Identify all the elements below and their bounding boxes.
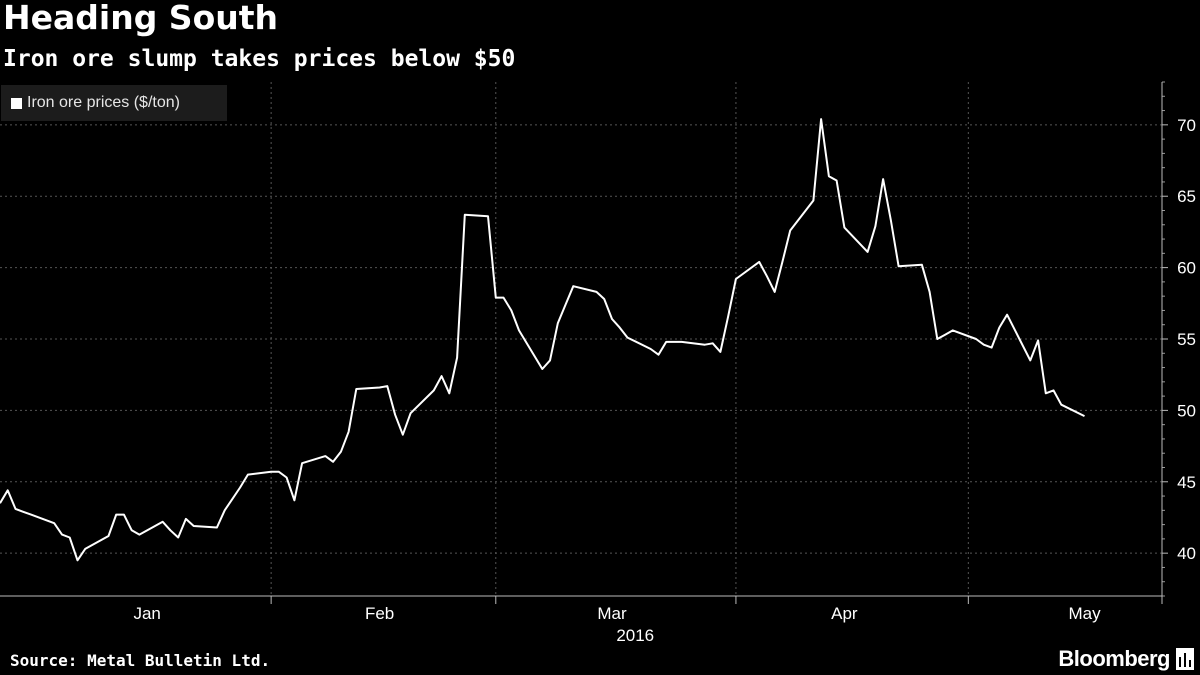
y-tick-label: 40	[1177, 544, 1196, 563]
bloomberg-icon	[1176, 648, 1194, 670]
y-tick-label: 45	[1177, 473, 1196, 492]
x-tick-label: May	[1068, 604, 1101, 623]
legend: Iron ore prices ($/ton)	[1, 85, 227, 121]
chart-subtitle: Iron ore slump takes prices below $50	[3, 46, 516, 72]
x-tick-label: Apr	[831, 604, 858, 623]
legend-swatch	[11, 97, 22, 109]
x-tick-label: Feb	[365, 604, 394, 623]
x-tick-label: Mar	[597, 604, 627, 623]
brand-logo: Bloomberg	[1058, 646, 1170, 671]
legend-label: Iron ore prices ($/ton)	[27, 94, 180, 111]
y-tick-label: 65	[1177, 187, 1196, 206]
chart-title: Heading South	[3, 0, 279, 37]
tick-labels: 40 45 50 55 60 65 70 Jan Feb Mar Apr May 2016	[133, 116, 1196, 645]
grid-lines	[0, 82, 1162, 596]
axes	[0, 81, 1168, 604]
y-tick-label: 60	[1177, 259, 1196, 278]
y-tick-label: 55	[1177, 330, 1196, 349]
y-tick-label: 50	[1177, 401, 1196, 420]
x-tick-label: Jan	[133, 604, 160, 623]
x-axis-label: 2016	[616, 626, 654, 645]
source-note: Source: Metal Bulletin Ltd.	[10, 651, 271, 670]
y-tick-label: 70	[1177, 116, 1196, 135]
series-layer	[0, 118, 1085, 562]
series-line	[0, 118, 1085, 562]
